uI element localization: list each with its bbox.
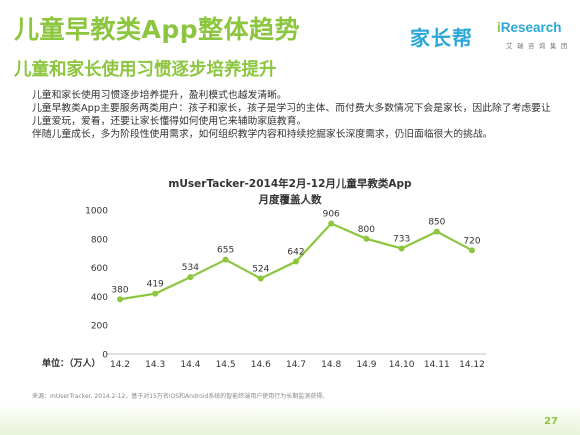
description-line: 儿童爱玩，爱看，还要让家长懂得如何使用它来辅助家庭教育。 bbox=[32, 116, 307, 127]
source-note: 来源：mUserTracker. 2014.2-12，基于对15万名iOS和An… bbox=[32, 393, 329, 400]
y-tick-label: 800 bbox=[91, 235, 108, 245]
x-tick-label: 14.10 bbox=[389, 360, 415, 370]
description-text: 儿童和家长使用习惯逐步培养提升，盈利模式也越发清晰。 儿童早教类App主要服务两… bbox=[32, 89, 562, 141]
x-tick-label: 14.2 bbox=[110, 360, 130, 370]
data-label: 655 bbox=[217, 246, 234, 256]
x-tick-label: 14.6 bbox=[251, 360, 271, 370]
data-label: 642 bbox=[287, 248, 304, 258]
page-number: 27 bbox=[544, 416, 558, 427]
data-point bbox=[293, 258, 299, 265]
y-tick-label: 200 bbox=[91, 322, 108, 332]
iresearch-logo-i: i bbox=[497, 20, 501, 35]
page-title: 儿童早教类App整体趋势 bbox=[14, 15, 301, 44]
footer-band bbox=[0, 405, 580, 435]
data-point bbox=[222, 256, 229, 263]
y-tick-label: 1000 bbox=[85, 207, 108, 217]
x-tick-label: 14.7 bbox=[286, 360, 306, 370]
data-point bbox=[469, 247, 475, 254]
data-label: 906 bbox=[323, 210, 340, 220]
data-label: 380 bbox=[111, 285, 128, 295]
data-point bbox=[398, 245, 405, 252]
data-point bbox=[117, 296, 123, 303]
y-axis-unit-label: 单位：（万人） bbox=[42, 359, 101, 369]
iresearch-logo-text: Research bbox=[500, 20, 562, 35]
data-point bbox=[363, 235, 370, 242]
page-subtitle: 儿童和家长使用习惯逐步培养提升 bbox=[14, 60, 277, 80]
description-line: 儿童早教类App主要服务两类用户：孩子和家长，孩子是学习的主体、而付费大多数情况… bbox=[32, 103, 551, 114]
data-label: 534 bbox=[182, 263, 199, 273]
data-point bbox=[328, 220, 335, 227]
y-tick-label: 400 bbox=[91, 293, 108, 303]
iresearch-logo-cn: 艾 瑞 咨 询 集 团 bbox=[506, 42, 569, 50]
x-tick-label: 14.8 bbox=[321, 360, 341, 370]
data-label: 720 bbox=[463, 236, 480, 246]
data-label: 800 bbox=[358, 225, 375, 235]
data-label: 850 bbox=[428, 218, 445, 228]
x-tick-label: 14.11 bbox=[424, 360, 450, 370]
x-tick-label: 14.9 bbox=[356, 360, 376, 370]
description-line: 儿童和家长使用习惯逐步培养提升，盈利模式也越发清晰。 bbox=[32, 90, 287, 101]
chart-title: mUserTacker-2014年2月-12月儿童早教类App bbox=[168, 178, 412, 190]
data-point bbox=[257, 275, 264, 282]
x-tick-label: 14.12 bbox=[459, 360, 485, 370]
y-tick-label: 0 bbox=[102, 351, 108, 361]
data-label: 733 bbox=[393, 234, 410, 244]
y-tick-label: 600 bbox=[91, 264, 108, 274]
x-tick-label: 14.5 bbox=[216, 360, 236, 370]
chart-subtitle: 月度覆盖人数 bbox=[258, 194, 322, 206]
x-tick-label: 14.3 bbox=[145, 360, 165, 370]
data-label: 524 bbox=[252, 265, 269, 275]
data-point bbox=[152, 290, 159, 297]
x-tick-label: 14.4 bbox=[180, 360, 200, 370]
description-line: 伴随儿童成长，多为阶段性使用需求，如何组织教学内容和持续挖掘家长深度需求，仍旧面… bbox=[32, 129, 493, 140]
data-label: 419 bbox=[147, 280, 164, 290]
data-point bbox=[433, 228, 440, 235]
jiazhangbang-logo: 家长帮 bbox=[410, 26, 473, 50]
iresearch-logo: iResearch bbox=[497, 20, 562, 35]
data-point bbox=[187, 274, 194, 281]
